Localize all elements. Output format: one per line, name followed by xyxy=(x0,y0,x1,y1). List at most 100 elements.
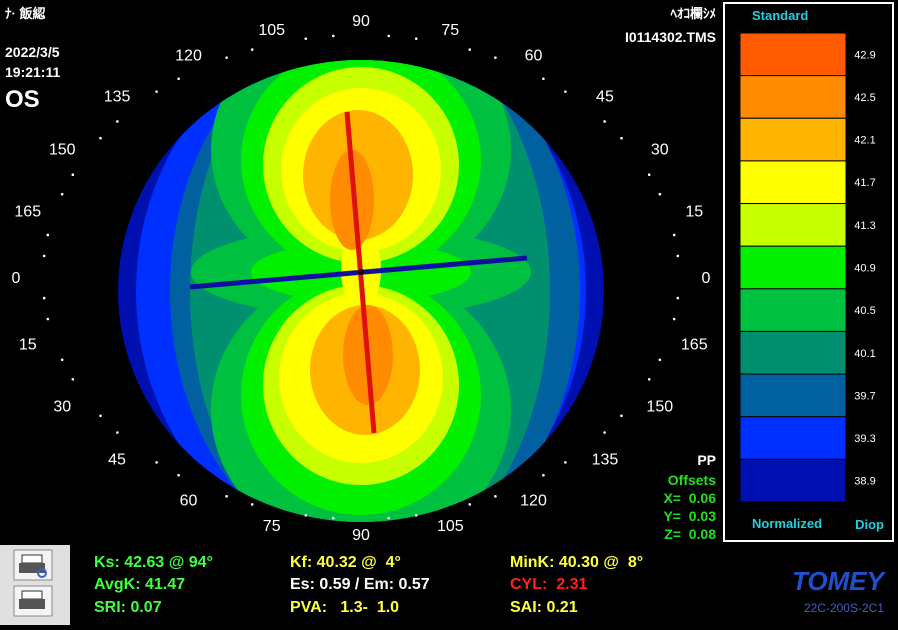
angle-dot xyxy=(304,37,308,40)
angle-dot xyxy=(46,317,50,321)
scale-footer-left: Normalized xyxy=(752,516,822,531)
angle-dot xyxy=(603,431,606,434)
angle-label: 45 xyxy=(596,88,614,105)
angle-dot xyxy=(116,120,119,123)
angle-label: 105 xyxy=(437,518,464,535)
angle-label: 75 xyxy=(441,22,459,39)
scale-value: 42.9 xyxy=(854,49,875,61)
angle-dot xyxy=(647,173,651,177)
angle-dot xyxy=(468,503,472,506)
angle-dot xyxy=(564,90,567,93)
angle-label: 30 xyxy=(53,399,71,416)
angle-dot xyxy=(46,233,50,237)
angle-dot xyxy=(155,461,158,464)
angle-label: 90 xyxy=(352,527,370,544)
angle-label: 15 xyxy=(19,337,37,354)
scale-value: 38.9 xyxy=(854,476,875,488)
angle-dot xyxy=(603,120,606,123)
angle-label: 150 xyxy=(49,142,76,159)
angle-dot xyxy=(42,254,46,258)
angle-dot xyxy=(177,77,180,81)
angle-label: 135 xyxy=(592,452,619,469)
angle-label: 120 xyxy=(175,47,202,64)
angle-dot xyxy=(177,473,180,477)
scale-swatch xyxy=(739,288,847,332)
angle-dot xyxy=(468,48,472,51)
file-name: I0114302.TMS xyxy=(625,29,716,45)
angle-label: 45 xyxy=(108,452,126,469)
scale-swatch xyxy=(739,416,847,460)
angle-label: 90 xyxy=(352,13,370,30)
scale-footer-right: Diop xyxy=(855,517,884,532)
angle-label: 165 xyxy=(14,203,41,220)
angle-dot xyxy=(658,358,662,362)
scale-swatch xyxy=(739,245,847,290)
scale-swatch xyxy=(739,203,847,247)
angle-label: 0 xyxy=(702,270,711,287)
model: 22C-200S-2C1 xyxy=(804,601,884,615)
scale-swatch xyxy=(739,32,847,77)
kf: Kf: 40.32 @ 4° xyxy=(290,554,401,571)
es-em: Es: 0.59 / Em: 0.57 xyxy=(290,576,430,593)
eye: OS xyxy=(5,86,40,113)
scale-value: 39.7 xyxy=(854,390,875,402)
angle-dot xyxy=(225,495,228,498)
angle-dot xyxy=(676,296,680,300)
scale-value: 40.9 xyxy=(854,263,875,275)
angle-dot xyxy=(387,516,391,520)
angle-label: 75 xyxy=(263,518,281,535)
offset-x: X= 0.06 xyxy=(663,490,716,506)
pva: PVA: 1.3- 1.0 xyxy=(290,599,399,616)
angle-ring: 9010512013515016501530456075901051201351… xyxy=(12,13,711,544)
brand-logo: TOMEY xyxy=(792,566,887,596)
scale-value: 41.7 xyxy=(854,177,875,189)
angle-dot xyxy=(42,296,46,300)
angle-dot xyxy=(494,56,497,59)
ks: Ks: 42.63 @ 94° xyxy=(94,554,213,571)
print-button[interactable] xyxy=(13,585,53,617)
angle-dot xyxy=(155,90,158,93)
patient-name: ﾍｵｺ欄ｼﾒ xyxy=(669,6,716,21)
angle-dot xyxy=(71,377,75,381)
scale-value: 40.1 xyxy=(854,348,875,360)
color-scale: 42.9 42.5 42.1 41.7 41.3 40.9 40.5 40.1 39.7 39.3… xyxy=(739,32,876,503)
angle-dot xyxy=(116,431,119,434)
angle-dot xyxy=(99,136,102,140)
angle-dot xyxy=(414,514,418,517)
cyl: CYL: 2.31 xyxy=(510,576,587,593)
scale-swatch xyxy=(739,373,847,418)
angle-label: 30 xyxy=(651,142,669,159)
offset-z: Z= 0.08 xyxy=(664,526,716,542)
print-preview-button[interactable] xyxy=(13,549,53,581)
angle-label: 120 xyxy=(520,493,547,510)
scale-swatch xyxy=(739,117,847,162)
sri: SRI: 0.07 xyxy=(94,599,162,616)
angle-dot xyxy=(250,503,254,506)
angle-dot xyxy=(620,136,623,140)
scale-value: 39.3 xyxy=(854,433,875,445)
angle-dot xyxy=(542,473,545,477)
angle-dot xyxy=(250,48,254,51)
offsets-title: Offsets xyxy=(668,472,716,488)
scale-title: Standard xyxy=(752,8,808,23)
patient: ﾅ· 飯綛 xyxy=(5,6,45,21)
angle-dot xyxy=(71,173,75,177)
angle-label: 60 xyxy=(525,47,543,64)
angle-dot xyxy=(414,37,418,40)
angle-dot xyxy=(647,377,651,381)
angle-dot xyxy=(494,495,497,498)
angle-dot xyxy=(225,56,228,59)
topography-map xyxy=(118,60,604,522)
angle-label: 165 xyxy=(681,337,708,354)
angle-label: 15 xyxy=(685,203,703,220)
angle-dot xyxy=(564,461,567,464)
angle-dot xyxy=(60,358,64,362)
angle-label: 60 xyxy=(180,493,198,510)
center xyxy=(358,269,364,275)
scale-value: 42.5 xyxy=(854,92,875,104)
angle-dot xyxy=(99,414,102,418)
mink: MinK: 40.30 @ 8° xyxy=(510,554,643,571)
angle-dot xyxy=(331,516,335,520)
